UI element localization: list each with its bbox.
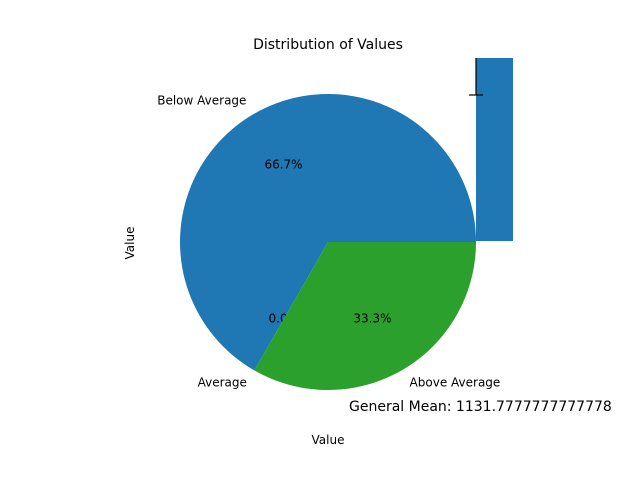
y-axis-label: Value (123, 227, 137, 260)
pie-slice-above-average (254, 242, 476, 391)
bar-overlay (469, 58, 513, 241)
slice-label-below-average: Below Average (157, 94, 246, 108)
general-mean-annotation: General Mean: 1131.7777777777778 (349, 399, 612, 415)
slice-label-average: Average (198, 376, 247, 390)
slice-label-above-average: Above Average (410, 375, 501, 389)
pie-slice-below-average (180, 94, 477, 371)
x-axis-label: Value (312, 433, 345, 447)
chart-title: Distribution of Values (253, 37, 403, 53)
slice-percent-above-average: 33.3% (353, 311, 391, 325)
slice-percent-below-average: 66.7% (264, 158, 302, 172)
bar-rect (476, 58, 513, 241)
